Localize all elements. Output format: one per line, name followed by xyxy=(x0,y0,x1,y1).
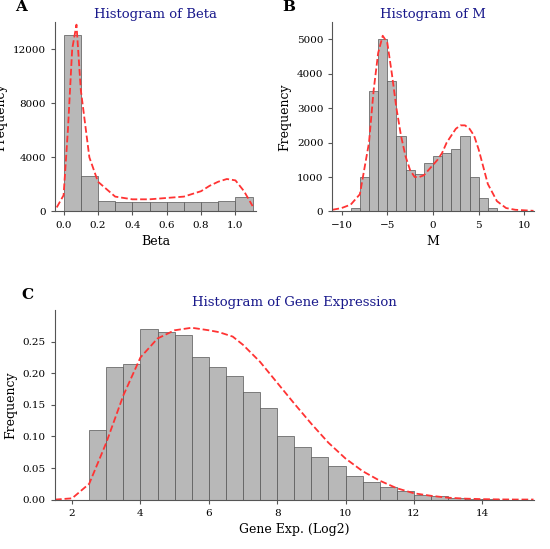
Bar xyxy=(424,163,433,211)
Bar xyxy=(277,436,294,500)
Bar xyxy=(378,39,387,211)
Bar xyxy=(167,201,184,211)
Title: Histogram of M: Histogram of M xyxy=(380,8,486,21)
Bar xyxy=(81,176,98,211)
Bar xyxy=(448,498,465,500)
Bar xyxy=(64,36,81,211)
Bar xyxy=(414,495,431,500)
Bar xyxy=(405,170,415,211)
Title: Histogram of Gene Expression: Histogram of Gene Expression xyxy=(192,296,397,309)
Bar xyxy=(369,91,378,211)
Bar xyxy=(209,367,226,500)
Bar xyxy=(397,136,405,211)
Bar xyxy=(115,202,133,211)
X-axis label: Beta: Beta xyxy=(141,235,170,248)
Bar xyxy=(174,335,192,500)
Bar xyxy=(351,208,360,211)
Y-axis label: Frequency: Frequency xyxy=(0,83,7,150)
Bar xyxy=(470,177,478,211)
X-axis label: Gene Exp. (Log2): Gene Exp. (Log2) xyxy=(239,523,349,536)
Bar xyxy=(362,482,379,500)
Bar xyxy=(311,457,328,500)
Title: Histogram of Beta: Histogram of Beta xyxy=(94,8,217,21)
X-axis label: M: M xyxy=(427,235,439,248)
Y-axis label: Frequency: Frequency xyxy=(4,371,17,439)
Bar xyxy=(157,332,175,500)
Bar xyxy=(442,153,451,211)
Bar xyxy=(328,466,345,500)
Bar xyxy=(415,173,424,211)
Bar xyxy=(345,475,362,500)
Bar xyxy=(360,177,369,211)
Bar xyxy=(488,208,497,211)
Bar xyxy=(150,202,167,211)
Bar xyxy=(465,499,482,500)
Bar xyxy=(397,491,414,500)
Bar xyxy=(123,364,140,500)
Bar xyxy=(379,487,397,500)
Text: A: A xyxy=(15,0,26,14)
Text: B: B xyxy=(282,0,295,14)
Bar xyxy=(106,367,123,500)
Bar xyxy=(451,149,460,211)
Bar xyxy=(201,201,218,211)
Bar xyxy=(133,202,150,211)
Bar xyxy=(243,392,260,500)
Bar xyxy=(294,447,311,500)
Bar xyxy=(140,329,157,500)
Bar xyxy=(235,197,252,211)
Bar xyxy=(226,377,243,500)
Bar xyxy=(184,202,201,211)
Y-axis label: Frequency: Frequency xyxy=(278,83,292,150)
Bar xyxy=(460,136,470,211)
Bar xyxy=(387,81,397,211)
Bar xyxy=(431,496,448,500)
Bar xyxy=(192,357,209,500)
Bar xyxy=(433,156,442,211)
Bar xyxy=(260,408,277,500)
Bar xyxy=(89,430,106,500)
Bar xyxy=(218,201,235,211)
Bar xyxy=(478,198,488,211)
Bar xyxy=(98,201,115,211)
Text: C: C xyxy=(21,288,34,302)
